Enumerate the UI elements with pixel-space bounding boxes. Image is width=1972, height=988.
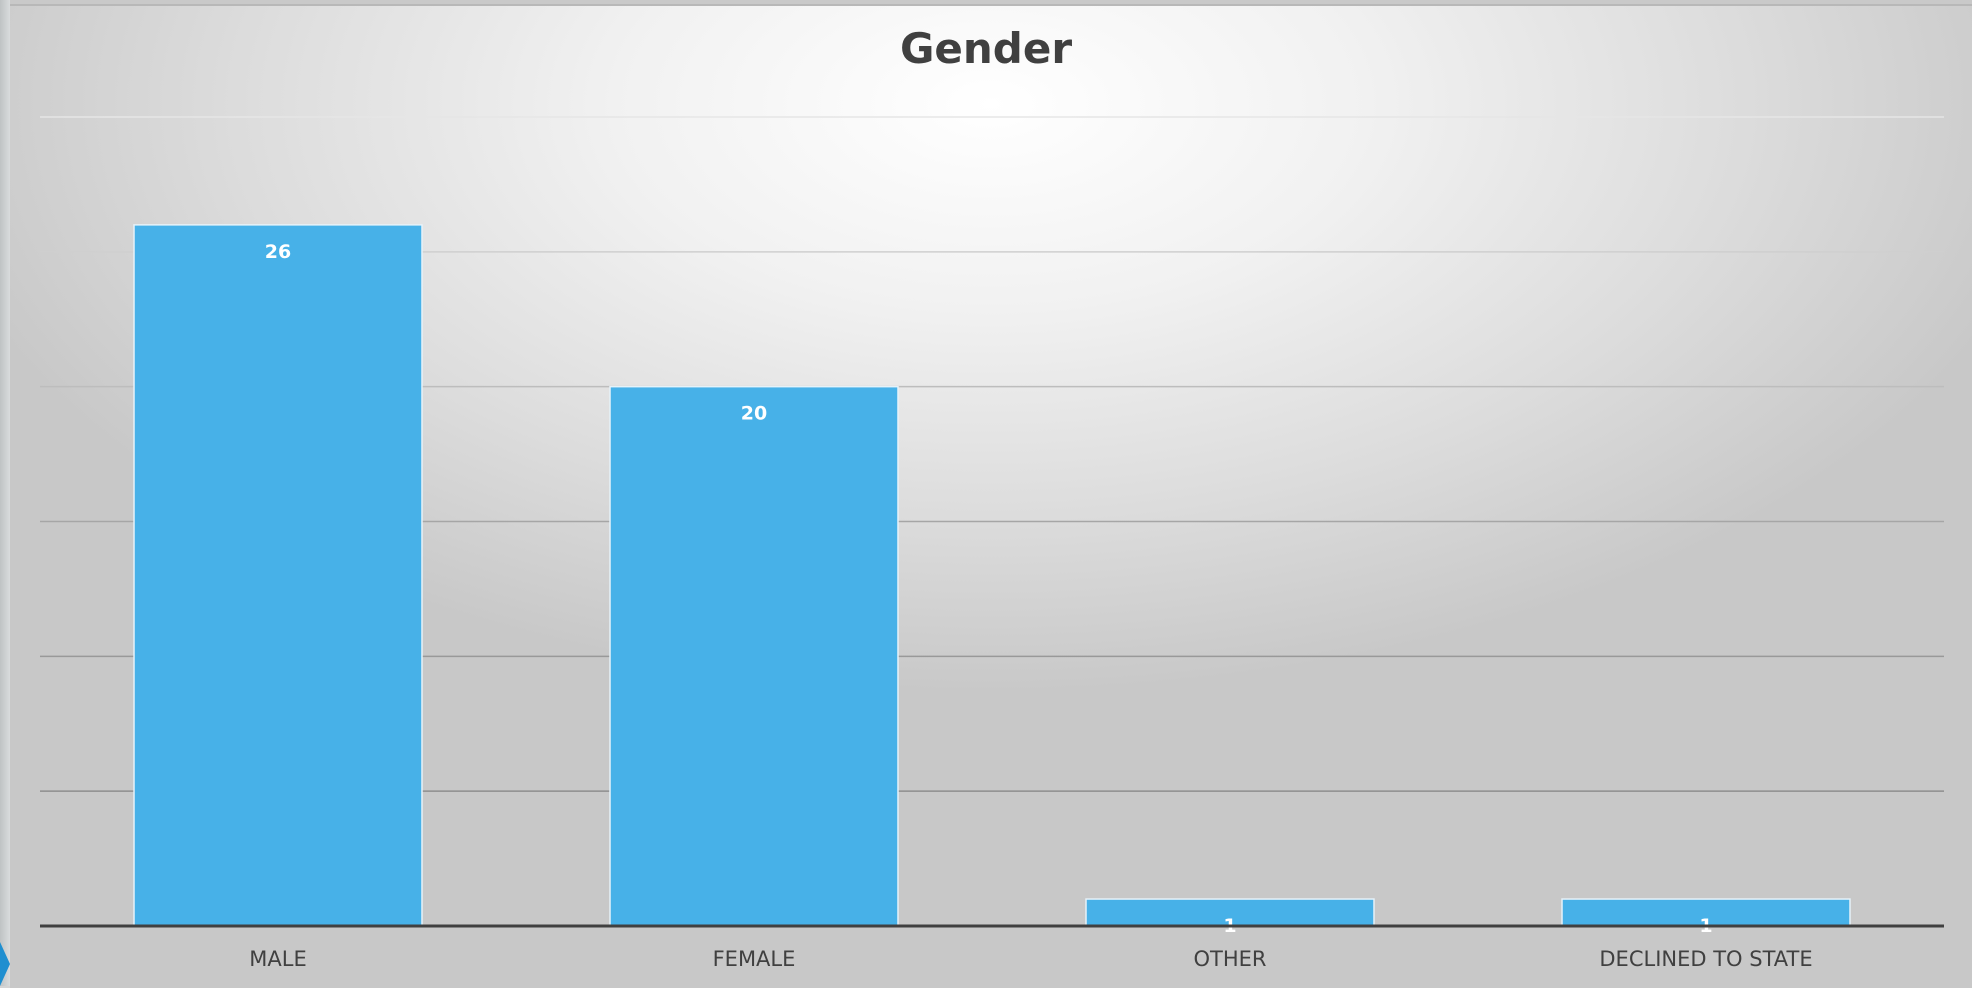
bar-female <box>609 385 899 927</box>
chart-title: Gender <box>899 24 1073 73</box>
x-tick-label: MALE <box>249 947 306 971</box>
bar-other <box>1085 898 1375 927</box>
x-tick-label: DECLINED TO STATE <box>1599 947 1812 971</box>
x-tick-label: FEMALE <box>713 947 796 971</box>
bars <box>133 224 1851 927</box>
data-label: 26 <box>265 241 291 263</box>
x-axis: MALE FEMALE OTHER DECLINED TO STATE <box>40 924 1944 971</box>
corner-accent <box>0 942 10 986</box>
left-edge-strip <box>0 0 10 986</box>
x-tick-label: OTHER <box>1193 947 1266 971</box>
data-label: 20 <box>741 403 767 425</box>
bar-male <box>133 224 423 927</box>
